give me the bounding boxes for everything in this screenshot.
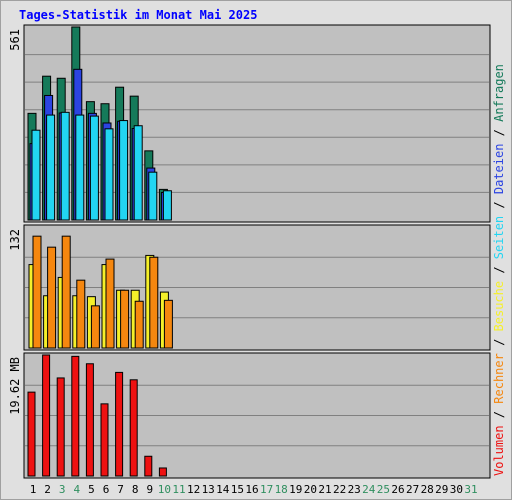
legend-item: Rechner [492,353,506,404]
x-tick-label: 12 [187,483,200,496]
x-tick-label: 3 [59,483,66,496]
panel-visits: 132 [8,224,491,351]
x-tick-label: 14 [216,483,230,496]
x-tick-label: 8 [132,483,139,496]
legend-item: / [492,194,506,216]
x-tick-label: 11 [172,483,185,496]
bar-volumen-day-3 [56,377,65,477]
legend-item: / [492,404,506,426]
bar-volumen-day-8 [129,379,138,477]
x-tick-label: 29 [435,483,448,496]
bar-volumen-day-9 [144,455,153,477]
bar-volumen-day-2 [42,354,51,477]
x-tick-label: 25 [377,483,390,496]
bar-seiten-day-5 [89,115,99,221]
bar-volumen-day-7 [115,371,124,477]
bar-rechner-day-2 [47,246,57,349]
legend-item: Anfragen [492,64,506,122]
x-tick-label: 31 [464,483,477,496]
x-tick-label: 30 [450,483,463,496]
chart-legend: Volumen / Rechner / Besuche / Seiten / D… [492,64,506,476]
x-tick-label: 28 [421,483,434,496]
bar-rechner-day-3 [61,235,71,349]
bar-volumen-day-1 [27,391,36,477]
x-tick-label: 2 [44,483,51,496]
legend-item: / [492,122,506,144]
x-tick-label: 4 [73,483,80,496]
x-tick-label: 26 [391,483,404,496]
bar-seiten-day-9 [148,171,158,221]
legend-item: Besuche [492,281,506,332]
bar-seiten-day-2 [46,114,56,221]
bar-rechner-day-9 [149,256,159,349]
bar-seiten-day-4 [75,114,85,221]
x-axis-day-labels: 1 2 3 4 5 6 7 8 9 10 11 12 13 14 15 16 17 18 19 20 21 22 23 24 2… [30,483,478,496]
bar-volumen-day-6 [100,403,109,477]
x-tick-label: 18 [275,483,288,496]
x-tick-label: 27 [406,483,419,496]
x-tick-label: 19 [289,483,302,496]
x-tick-label: 16 [245,483,258,496]
x-tick-label: 7 [117,483,124,496]
bar-volumen-day-10 [158,467,167,477]
panel-max-label: 561 [8,29,22,51]
legend-item: / [492,331,506,353]
bar-rechner-day-8 [134,300,144,349]
bar-seiten-day-10 [162,190,172,221]
bar-seiten-day-1 [31,129,41,221]
x-tick-label: 20 [304,483,317,496]
bar-seiten-day-8 [133,125,143,221]
bar-seiten-day-7 [119,120,129,221]
bar-rechner-day-10 [163,299,173,349]
bar-rechner-day-5 [90,305,100,349]
x-tick-label: 15 [231,483,244,496]
bar-rechner-day-6 [105,258,115,349]
legend-item: Seiten [492,216,506,259]
legend-item: Volumen [492,425,506,476]
x-tick-label: 23 [348,483,361,496]
x-tick-label: 5 [88,483,95,496]
x-tick-label: 24 [362,483,376,496]
bar-volumen-day-4 [71,355,80,477]
x-tick-label: 13 [202,483,215,496]
bar-rechner-day-7 [120,289,130,349]
legend-item: / [492,259,506,281]
panel-volume: 19.62 MB [8,352,491,479]
x-tick-label: 22 [333,483,346,496]
bar-seiten-day-3 [60,111,70,221]
panel-max-label: 132 [8,229,22,251]
legend-item: Dateien [492,144,506,195]
bar-rechner-day-4 [76,279,86,349]
x-tick-label: 21 [318,483,331,496]
x-tick-label: 1 [30,483,37,496]
x-tick-label: 10 [158,483,171,496]
chart-title: Tages-Statistik im Monat Mai 2025 [19,8,257,22]
panel-max-label: 19.62 MB [8,357,22,415]
x-tick-label: 6 [103,483,110,496]
bar-volumen-day-5 [85,363,94,477]
x-tick-label: 9 [146,483,153,496]
bar-seiten-day-6 [104,128,114,221]
panel-requests: 561 [8,24,491,223]
x-tick-label: 17 [260,483,273,496]
chart-panels: 561 132 19.62 MB [8,24,491,479]
bar-rechner-day-1 [32,235,42,349]
